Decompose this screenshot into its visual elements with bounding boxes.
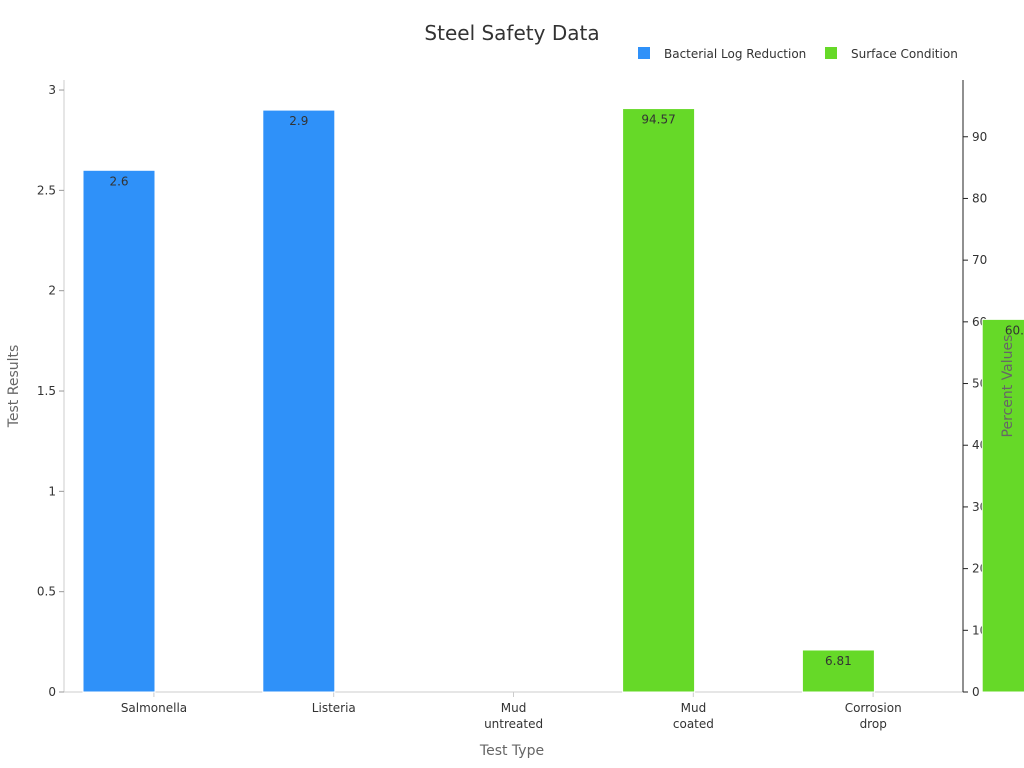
y-tick-label: 1.5 <box>37 384 56 398</box>
data-label: 94.57 <box>641 113 675 127</box>
y-tick-label: 0.5 <box>37 585 56 599</box>
y-tick-label: 1 <box>48 484 56 498</box>
y-tick-label: 3 <box>48 83 56 97</box>
data-label: 2.9 <box>289 114 308 128</box>
y-tick-label: 2.5 <box>37 183 56 197</box>
y2-axis-label: Percent Values <box>1000 335 1016 438</box>
bar-bacterial-log-reduction <box>262 109 336 693</box>
x-tick-label: Listeria <box>312 701 356 715</box>
bars: 2.6 2.9 94.57 6.81 60.4 <box>82 108 1024 693</box>
bar-bacterial-log-reduction <box>82 169 156 693</box>
legend: Bacterial Log Reduction Surface Conditio… <box>638 47 958 61</box>
x-tick-label: Salmonella <box>121 701 187 715</box>
y2-tick-label: 70 <box>972 253 987 267</box>
x-tick-label: Mud <box>681 701 707 715</box>
y2-tick-label: 0 <box>972 685 980 699</box>
chart-title: Steel Safety Data <box>424 21 599 45</box>
x-tick-label: drop <box>860 717 887 731</box>
data-label: 6.81 <box>825 654 852 668</box>
legend-swatch-surface-condition <box>825 47 837 59</box>
x-tick-label: Mud <box>501 701 527 715</box>
axes: 00.511.522.530102030405060708090Salmonel… <box>37 80 987 731</box>
legend-swatch-bacterial-log-reduction <box>638 47 650 59</box>
y-axis-label: Test Results <box>6 345 22 429</box>
x-axis-label: Test Type <box>479 743 544 759</box>
data-label: 60.4 <box>1005 323 1024 337</box>
y2-tick-label: 80 <box>972 191 987 205</box>
y-tick-label: 0 <box>48 685 56 699</box>
bar-surface-condition <box>981 318 1024 693</box>
legend-label-bacterial-log-reduction: Bacterial Log Reduction <box>664 47 806 61</box>
legend-label-surface-condition: Surface Condition <box>851 47 958 61</box>
x-tick-label: coated <box>673 717 714 731</box>
bar-surface-condition <box>801 649 875 693</box>
bar-surface-condition <box>622 108 696 693</box>
y-tick-label: 2 <box>48 284 56 298</box>
x-tick-label: Corrosion <box>845 701 902 715</box>
data-label: 2.6 <box>109 174 128 188</box>
x-tick-label: untreated <box>484 717 543 731</box>
y2-tick-label: 90 <box>972 130 987 144</box>
